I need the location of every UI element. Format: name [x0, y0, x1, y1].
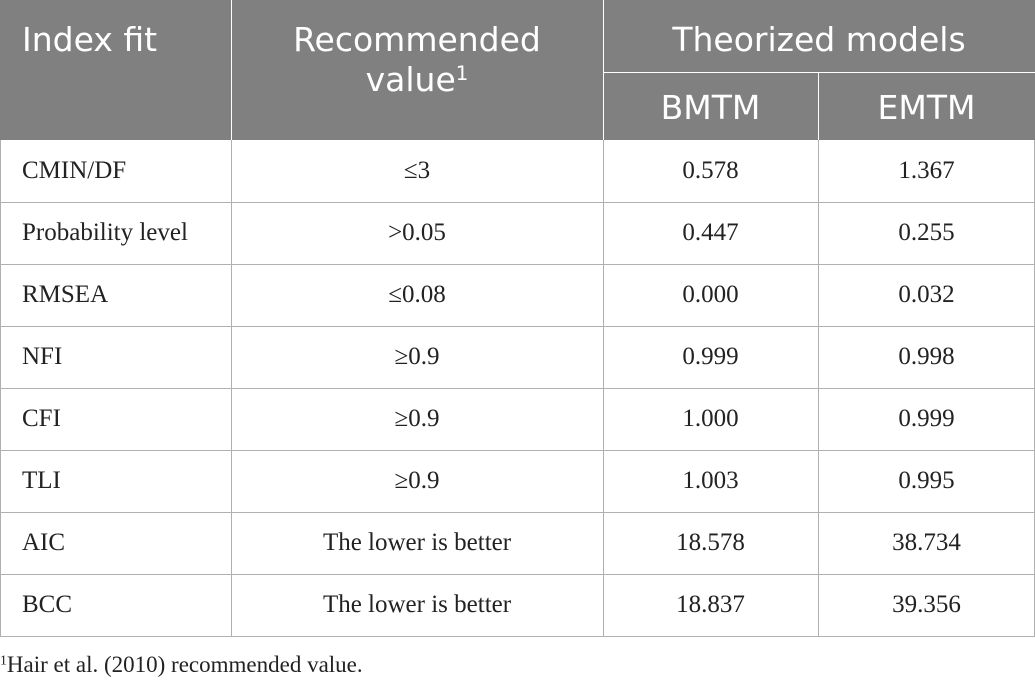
header-divider [818, 72, 819, 140]
row-line [0, 512, 1035, 513]
table-cell: 0.255 [898, 219, 955, 246]
header-band [0, 0, 1035, 140]
row-line [0, 388, 1035, 389]
row-line [0, 636, 1035, 637]
footnote: 1Hair et al. (2010) recommended value. [0, 650, 363, 680]
table-cell: 39.356 [892, 591, 961, 618]
header-divider [231, 0, 232, 140]
footnote-marker: 1 [0, 652, 7, 668]
column-line [231, 140, 232, 636]
footnote-text: Hair et al. (2010) recommended value. [6, 652, 363, 677]
table-cell: The lower is better [322, 591, 512, 618]
column-line [603, 140, 604, 636]
table-cell: 0.999 [682, 343, 739, 370]
table-cell: ≥0.9 [394, 343, 440, 370]
table-cell: 0.578 [682, 157, 739, 184]
row-label: TLI [22, 467, 61, 494]
table-cell: 0.995 [898, 467, 955, 494]
header-divider [603, 72, 1035, 73]
header-recommended-text: Recommended value1 [282, 20, 552, 100]
row-line [0, 264, 1035, 265]
header-recommended-label: Recommended value [293, 20, 541, 99]
table-cell: 18.837 [676, 591, 745, 618]
header-model: BMTM [660, 88, 761, 127]
row-line [0, 574, 1035, 575]
table-cell: >0.05 [388, 219, 446, 246]
table-cell: ≤3 [403, 157, 431, 184]
table-cell: ≥0.9 [394, 467, 440, 494]
header-recommended: Recommended value1 [231, 20, 603, 100]
table-cell: 0.447 [682, 219, 739, 246]
header-divider [603, 0, 604, 140]
table-cell: 1.367 [898, 157, 955, 184]
row-label: RMSEA [22, 281, 109, 308]
row-line [0, 202, 1035, 203]
table-cell: 0.032 [898, 281, 955, 308]
table-cell: 1.003 [682, 467, 739, 494]
row-label: CFI [22, 405, 61, 432]
row-label: Probability level [22, 219, 188, 246]
row-label: AIC [22, 529, 66, 556]
header-index-fit: Index fit [22, 20, 158, 59]
row-label: CMIN/DF [22, 157, 127, 184]
table-cell: ≤0.08 [388, 281, 446, 308]
table-cell: 1.000 [682, 405, 739, 432]
row-line [0, 450, 1035, 451]
table-cell: 0.998 [898, 343, 955, 370]
table-cell: 0.000 [682, 281, 739, 308]
table-cell: 18.578 [676, 529, 745, 556]
table-cell: 0.999 [898, 405, 955, 432]
column-line [0, 140, 1, 636]
row-label: BCC [22, 591, 73, 618]
header-recommended-note: 1 [455, 62, 469, 86]
table-cell: ≥0.9 [394, 405, 440, 432]
column-line [818, 140, 819, 636]
header-theorized: Theorized models [672, 20, 966, 59]
header-model: EMTM [877, 88, 976, 127]
table-cell: The lower is better [322, 529, 512, 556]
row-label: NFI [22, 343, 63, 370]
row-line [0, 326, 1035, 327]
table-cell: 38.734 [892, 529, 961, 556]
